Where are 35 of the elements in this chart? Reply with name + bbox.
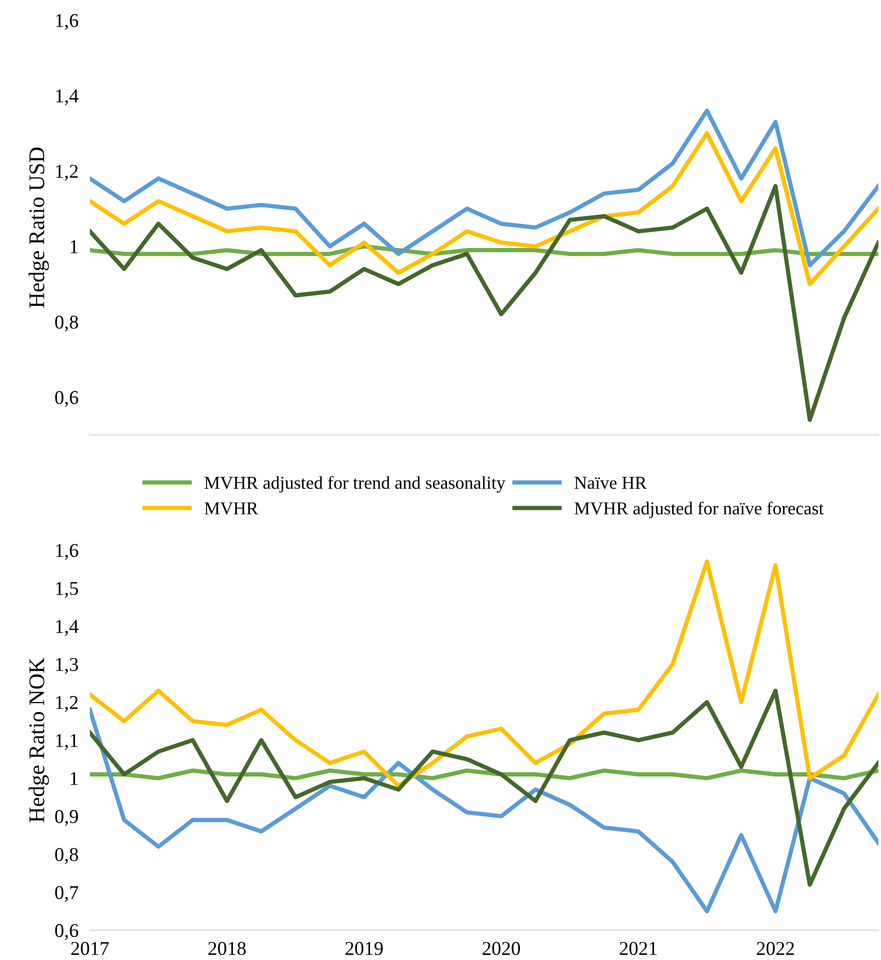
y-tick-label: 1,1 bbox=[56, 734, 78, 750]
y-tick-label: 1,2 bbox=[56, 696, 78, 712]
y-tick-label: 0,9 bbox=[55, 810, 78, 826]
line-series bbox=[90, 559, 878, 788]
x-tick-label: 2017 bbox=[71, 942, 109, 956]
y-tick-label: 0,6 bbox=[55, 924, 78, 940]
y-tick-label: 1,4 bbox=[56, 89, 78, 106]
y-tick-label: 1 bbox=[70, 772, 78, 785]
x-tick-label: 2020 bbox=[482, 942, 520, 956]
y-tick-label: 1,6 bbox=[56, 544, 78, 560]
x-tick-label: 2018 bbox=[208, 942, 246, 956]
line-series bbox=[90, 184, 878, 422]
line-series bbox=[90, 688, 878, 887]
x-tick-label: 2019 bbox=[346, 942, 383, 956]
y-tick-label: 1,4 bbox=[56, 620, 78, 636]
y-tick-label: 1,5 bbox=[56, 582, 78, 598]
legend-label: Naïve HR bbox=[574, 476, 647, 489]
y-tick-label: 1,3 bbox=[56, 658, 78, 674]
y-tick-label: 1,2 bbox=[56, 164, 78, 181]
x-tick-label: 2022 bbox=[756, 942, 794, 956]
y-tick-label: 0,7 bbox=[55, 886, 78, 902]
legend-label: MVHR adjusted for naïve forecast bbox=[574, 502, 824, 518]
y-axis-title: Hedge Ratio USD bbox=[28, 148, 49, 308]
legend-label: MVHR bbox=[204, 502, 258, 515]
line-series bbox=[90, 708, 878, 914]
line-series bbox=[90, 131, 878, 286]
line-series bbox=[90, 108, 878, 268]
y-tick-label: 0,6 bbox=[55, 390, 78, 407]
y-axis-title: Hedge Ratio NOK bbox=[28, 658, 49, 822]
y-tick-label: 1 bbox=[70, 240, 78, 254]
legend-label: MVHR adjusted for trend and seasonality bbox=[204, 476, 506, 493]
y-tick-label: 1,6 bbox=[56, 14, 78, 30]
x-tick-label: 2021 bbox=[620, 942, 657, 956]
y-tick-label: 0,8 bbox=[55, 848, 78, 864]
y-tick-label: 0,8 bbox=[55, 316, 78, 332]
